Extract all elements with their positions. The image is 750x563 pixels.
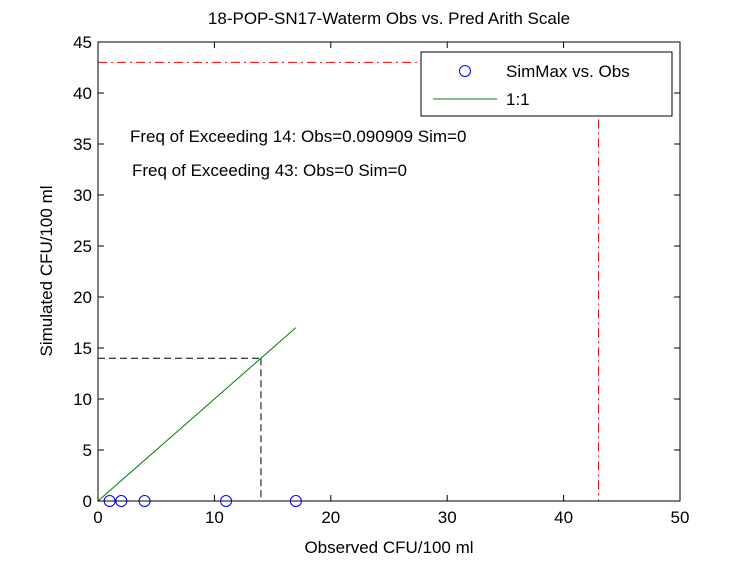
y-tick-label: 20 bbox=[73, 288, 92, 307]
x-tick-label: 30 bbox=[438, 508, 457, 527]
y-tick-label: 10 bbox=[73, 390, 92, 409]
annotation-exceeding-14: Freq of Exceeding 14: Obs=0.090909 Sim=0 bbox=[130, 127, 466, 146]
y-tick-label: 5 bbox=[83, 441, 92, 460]
plot-frame bbox=[97, 41, 681, 502]
y-tick-label: 35 bbox=[73, 135, 92, 154]
legend-label-simmax: SimMax vs. Obs bbox=[506, 62, 630, 81]
axes: 0 10 20 30 40 50 0 5 10 15 20 25 30 35 40 45 bbox=[73, 33, 689, 527]
y-tick-label: 15 bbox=[73, 339, 92, 358]
y-tick-label: 40 bbox=[73, 84, 92, 103]
legend-label-one-to-one: 1:1 bbox=[506, 90, 530, 109]
one-to-one-line bbox=[97, 327, 297, 502]
legend: SimMax vs. Obs 1:1 bbox=[420, 51, 673, 117]
x-tick-label: 0 bbox=[93, 508, 102, 527]
legend-box bbox=[420, 51, 673, 117]
x-axis-label: Observed CFU/100 ml bbox=[304, 538, 473, 557]
x-tick-label: 10 bbox=[205, 508, 224, 527]
y-tick-label: 30 bbox=[73, 186, 92, 205]
legend-marker-simmax bbox=[459, 65, 471, 77]
y-tick-label: 0 bbox=[83, 492, 92, 511]
x-tick-label: 40 bbox=[554, 508, 573, 527]
reference-lines bbox=[98, 61, 600, 501]
y-tick-label: 45 bbox=[73, 33, 92, 52]
x-tick-label: 20 bbox=[321, 508, 340, 527]
plot-area bbox=[98, 42, 680, 501]
y-tick-label: 25 bbox=[73, 237, 92, 256]
chart-title: 18-POP-SN17-Waterm Obs vs. Pred Arith Sc… bbox=[208, 9, 570, 28]
x-tick-label: 50 bbox=[671, 508, 690, 527]
y-axis-label: Simulated CFU/100 ml bbox=[37, 185, 56, 356]
annotation-exceeding-43: Freq of Exceeding 43: Obs=0 Sim=0 bbox=[132, 161, 407, 180]
